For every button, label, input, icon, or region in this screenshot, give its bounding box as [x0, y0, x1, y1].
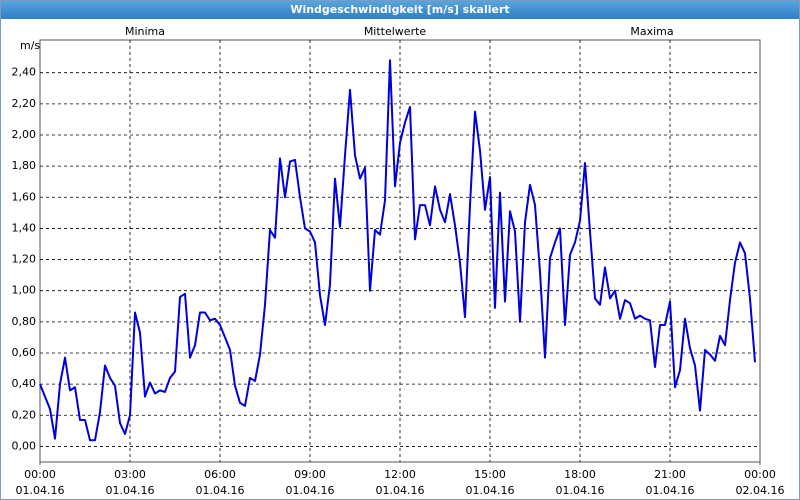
x-tick-label: 09:00 — [294, 468, 326, 481]
y-axis-label: m/s — [20, 39, 40, 52]
data-line — [39, 59, 756, 442]
x-tick-label: 21:00 — [654, 468, 686, 481]
y-tick-label: 0,40 — [12, 377, 37, 390]
x-tick-date: 01.04.16 — [556, 484, 605, 497]
y-tick-label: 2,40 — [12, 66, 37, 79]
y-tick-label: 0,80 — [12, 315, 37, 328]
y-tick-label: 2,00 — [12, 128, 37, 141]
y-tick-label: 0,20 — [12, 408, 37, 421]
legend-maxima: Maxima — [630, 25, 673, 38]
x-tick-date: 01.04.16 — [466, 484, 515, 497]
x-tick-date: 01.04.16 — [286, 484, 335, 497]
title-bar — [0, 0, 800, 19]
y-tick-label: 1,00 — [12, 284, 37, 297]
x-tick-date: 01.04.16 — [106, 484, 155, 497]
x-tick-date: 02.04.16 — [736, 484, 785, 497]
y-tick-label: 1,40 — [12, 221, 37, 234]
x-tick-label: 06:00 — [204, 468, 236, 481]
y-tick-label: 1,20 — [12, 253, 37, 266]
x-tick-date: 01.04.16 — [16, 484, 65, 497]
chart-title: Windgeschwindigkeit [m/s] skaliert — [290, 3, 509, 16]
legend-minima: Minima — [125, 25, 165, 38]
y-tick-label: 2,20 — [12, 97, 37, 110]
x-tick-label: 12:00 — [384, 468, 416, 481]
x-tick-date: 01.04.16 — [646, 484, 695, 497]
x-tick-label: 18:00 — [564, 468, 596, 481]
x-tick-label: 00:00 — [24, 468, 56, 481]
y-tick-label: 0,60 — [12, 346, 37, 359]
y-tick-label: 1,60 — [12, 190, 37, 203]
y-tick-label: 0,00 — [12, 439, 37, 452]
x-tick-label: 15:00 — [474, 468, 506, 481]
legend-mittelwerte: Mittelwerte — [364, 25, 427, 38]
x-tick-date: 01.04.16 — [376, 484, 425, 497]
x-tick-label: 03:00 — [114, 468, 146, 481]
x-tick-date: 01.04.16 — [196, 484, 245, 497]
y-tick-label: 1,80 — [12, 159, 37, 172]
x-tick-label: 00:00 — [744, 468, 776, 481]
